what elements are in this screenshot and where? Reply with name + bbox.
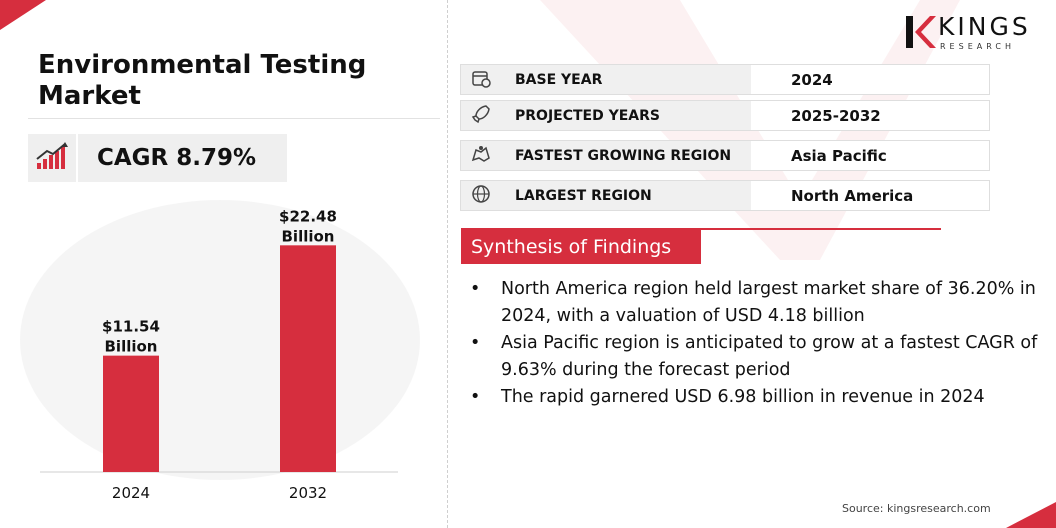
info-label: PROJECTED YEARS [501, 101, 751, 130]
data-label-2032: $22.48 [279, 210, 337, 225]
data-label-2032: Billion [282, 227, 335, 245]
cagr-value: CAGR 8.79% [78, 134, 287, 182]
cagr-icon-box [28, 134, 76, 182]
info-label: FASTEST GROWING REGION [501, 141, 751, 170]
info-row-base-year: BASE YEAR 2024 [460, 64, 990, 95]
corner-accent-bottom-right [1006, 502, 1056, 528]
findings-list: • North America region held largest mark… [470, 276, 1040, 411]
info-label: BASE YEAR [501, 65, 751, 94]
synthesis-heading: Synthesis of Findings [461, 230, 701, 264]
title-rule [28, 118, 440, 119]
map-region-icon [470, 144, 492, 168]
market-size-bar-chart: $11.54 Billion 2024 $22.48 Billion 2032 [40, 210, 398, 502]
bullet-marker: • [470, 387, 481, 407]
finding-item: • North America region held largest mark… [470, 276, 1040, 330]
x-tick-label: 2024 [112, 484, 150, 502]
info-value: Asia Pacific [791, 146, 887, 165]
rocket-icon [471, 104, 491, 128]
data-label-2024: Billion [105, 338, 158, 356]
data-label-2024: $11.54 [102, 318, 160, 336]
growth-chart-icon [35, 141, 69, 175]
finding-item: • Asia Pacific region is anticipated to … [470, 330, 1040, 384]
info-row-projected-years: PROJECTED YEARS 2025-2032 [460, 100, 990, 131]
bar-2032 [280, 245, 336, 472]
info-row-largest-region: LARGEST REGION North America [460, 180, 990, 211]
source-note: Source: kingsresearch.com [842, 502, 991, 515]
info-value: North America [791, 186, 914, 205]
section-divider [447, 0, 448, 528]
calendar-icon [471, 68, 491, 92]
synthesis-rule [461, 228, 941, 230]
globe-icon [471, 184, 491, 208]
finding-text: North America region held largest market… [501, 279, 1036, 326]
info-value: 2024 [791, 70, 833, 89]
corner-accent-top-left [0, 0, 46, 30]
finding-text: The rapid garnered USD 6.98 billion in r… [501, 387, 985, 407]
bar-2024 [103, 355, 159, 472]
page-title: Environmental Testing Market [38, 50, 367, 111]
logo-subtitle: RESEARCH [940, 42, 1015, 51]
finding-text: Asia Pacific region is anticipated to gr… [501, 333, 1038, 380]
x-tick-label: 2032 [289, 484, 327, 502]
bullet-marker: • [470, 333, 481, 353]
kings-research-logo: KINGS RESEARCH [904, 12, 1034, 54]
finding-item: • The rapid garnered USD 6.98 billion in… [470, 384, 1040, 411]
logo-name: KINGS [938, 12, 1031, 41]
info-label: LARGEST REGION [501, 181, 751, 210]
bullet-marker: • [470, 279, 481, 299]
info-row-fastest-growing-region: FASTEST GROWING REGION Asia Pacific [460, 140, 990, 171]
info-value: 2025-2032 [791, 106, 881, 125]
logo-mark-icon [906, 16, 936, 48]
